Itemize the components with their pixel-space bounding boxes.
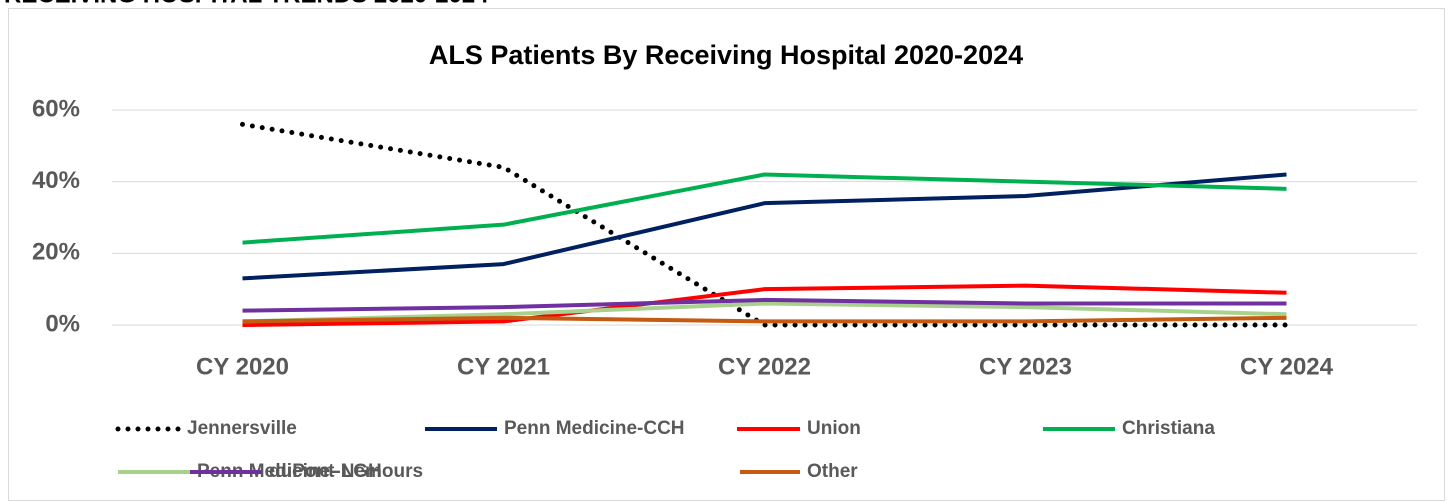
x-tick-label: CY 2021 [457, 353, 550, 380]
y-tick-label: 0% [45, 310, 80, 337]
y-tick-label: 60% [32, 95, 80, 122]
chart-title: ALS Patients By Receiving Hospital 2020-… [429, 40, 1023, 70]
chart-frame [8, 8, 1445, 501]
legend-label: Jennersville [187, 418, 297, 439]
series-line [242, 301, 1287, 324]
x-tick-label: CY 2022 [718, 353, 811, 380]
legend-label: Union [807, 418, 861, 439]
x-tick-label: CY 2020 [196, 353, 289, 380]
page-header: RECEIVING HOSPITAL TRENDS 2020-2024 [4, 0, 489, 8]
series-line [242, 172, 1287, 245]
y-tick-label: 40% [32, 167, 80, 194]
x-tick-label: CY 2023 [979, 353, 1072, 380]
legend-label: Christiana [1122, 418, 1215, 439]
series-line [242, 172, 1287, 281]
y-tick-label: 20% [32, 239, 80, 266]
series-line [242, 297, 1287, 313]
legend-label: Penn Medicine-CCH [504, 418, 685, 439]
legend-label: Penn Medicine- LGH [197, 461, 382, 482]
series-line [240, 121, 1289, 328]
series-line [242, 315, 1287, 324]
legend-label: Other [807, 461, 858, 482]
legend-label: duPont-Nemours [269, 461, 423, 482]
x-tick-label: CY 2024 [1240, 353, 1334, 380]
series-line [242, 283, 1287, 327]
